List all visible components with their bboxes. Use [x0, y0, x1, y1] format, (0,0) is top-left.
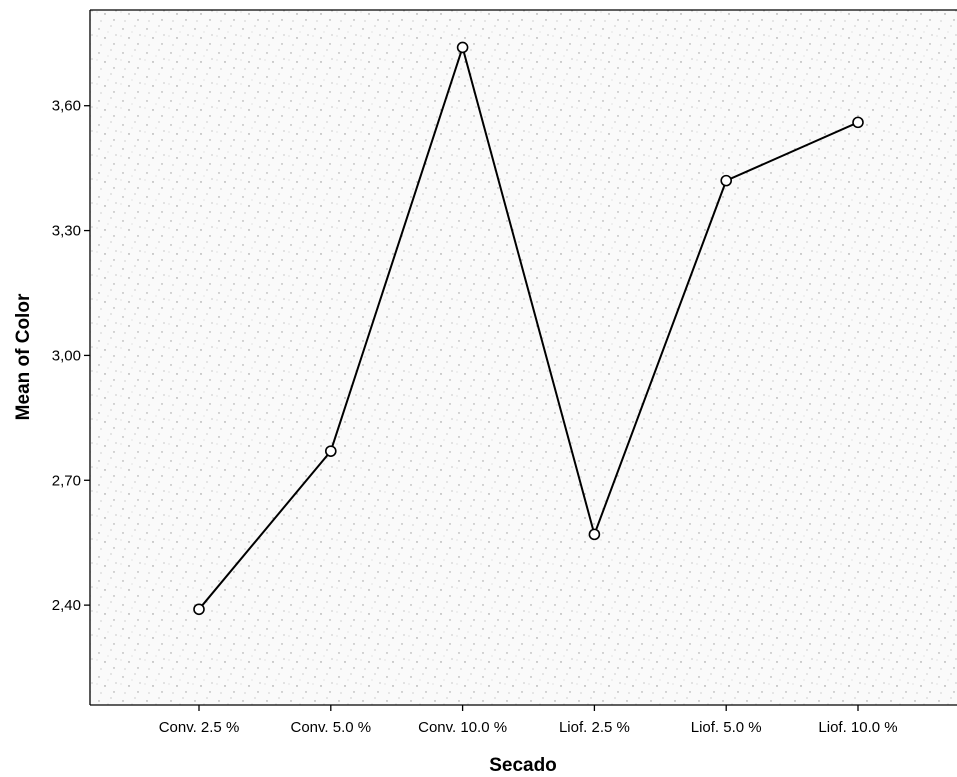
data-point-marker — [193, 603, 205, 616]
series-markers — [193, 41, 864, 616]
x-tick-label: Conv. 2.5 % — [159, 719, 240, 736]
plot-background — [90, 10, 957, 705]
series-line — [198, 44, 859, 610]
x-tick-label: Liof. 10.0 % — [818, 719, 897, 736]
data-point-marker — [456, 41, 469, 54]
y-tick-label: 3,60 — [52, 98, 81, 115]
data-point-marker — [324, 445, 337, 457]
y-axis-title: Mean of Color — [13, 293, 34, 420]
x-tick-label: Conv. 5.0 % — [290, 719, 371, 736]
x-tick-label: Liof. 2.5 % — [559, 719, 630, 736]
y-tick-label: 3,30 — [52, 223, 81, 240]
data-point-marker — [852, 116, 864, 129]
x-tick-label: Conv. 10.0 % — [418, 719, 507, 736]
y-tick-label: 2,40 — [52, 597, 81, 614]
data-point-marker — [720, 174, 733, 187]
y-axis-ticks: 2,40 2,70 3,00 3,30 3,60 — [52, 98, 90, 614]
data-point-marker — [588, 528, 601, 541]
x-axis-title: Secado — [489, 755, 557, 776]
y-tick-label: 2,70 — [52, 472, 81, 489]
x-axis-ticks: Conv. 2.5 % Conv. 5.0 % Conv. 10.0 % Liof. … — [159, 705, 898, 736]
x-tick-label: Liof. 5.0 % — [691, 719, 762, 736]
y-tick-label: 3,00 — [52, 347, 81, 364]
